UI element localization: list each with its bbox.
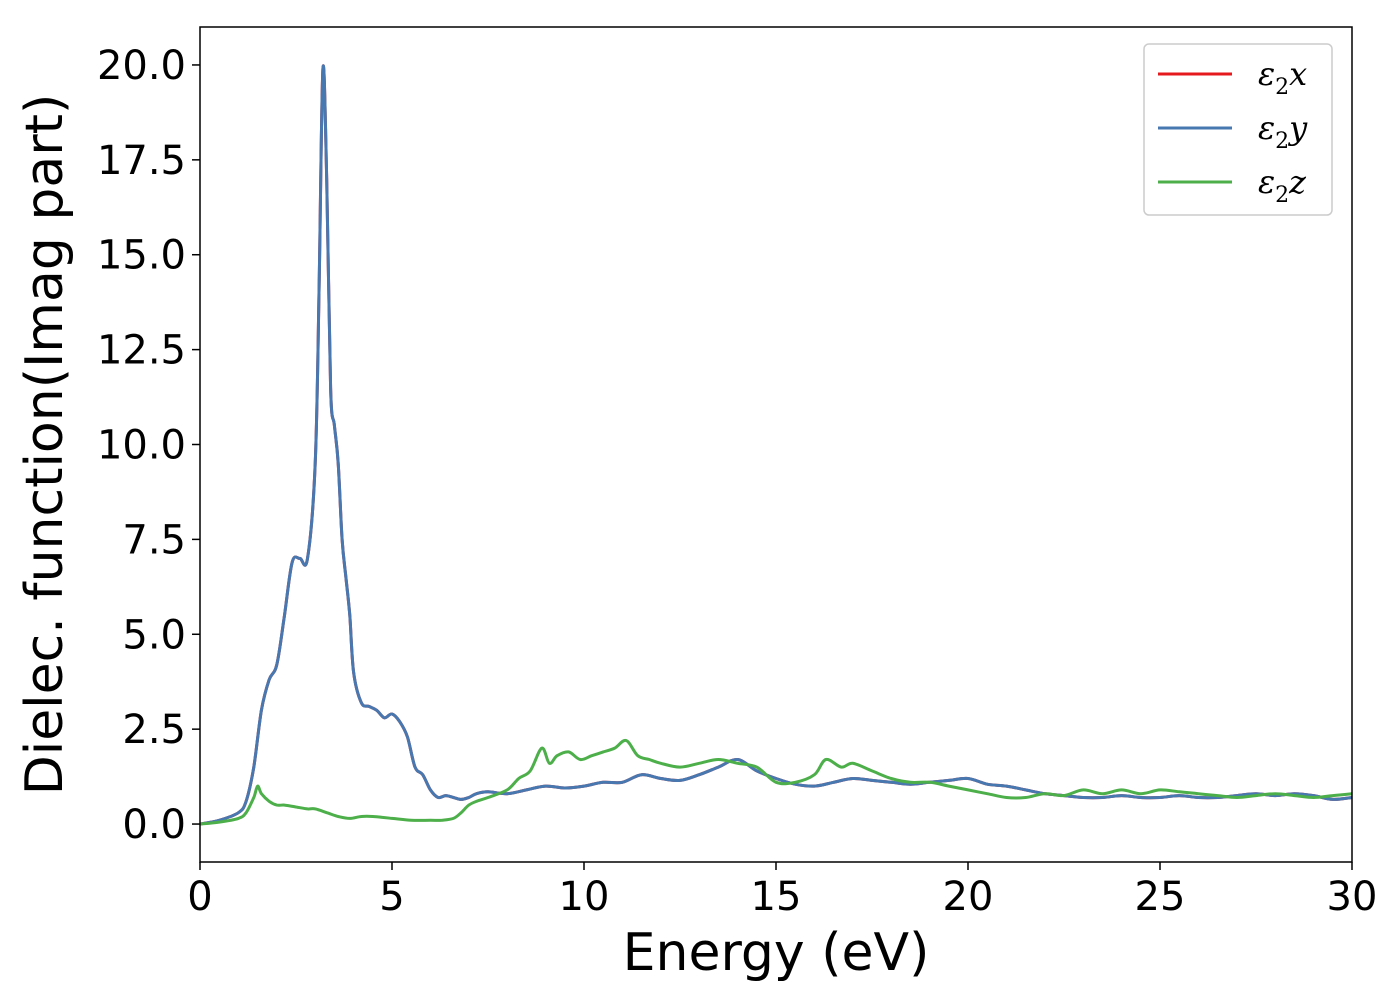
series-line-y xyxy=(200,64,1352,826)
legend-box xyxy=(1143,43,1333,216)
series-line-z xyxy=(200,738,1352,826)
x-tick-label: 5 xyxy=(379,874,404,920)
y-axis-label: Dielec. function(Imag part) xyxy=(15,94,75,796)
legend: ε2x ε2y ε2z xyxy=(1143,43,1333,216)
y-tick-label: 7.5 xyxy=(122,517,186,563)
legend-label-z: ε2z xyxy=(1258,163,1307,208)
x-axis-label: Energy (eV) xyxy=(623,923,930,983)
y-tick-label: 10.0 xyxy=(97,423,186,469)
x-tick-label: 10 xyxy=(559,874,610,920)
legend-label-x: ε2x xyxy=(1258,55,1307,100)
x-tick-label: 25 xyxy=(1135,874,1186,920)
x-tick-label: 20 xyxy=(943,874,994,920)
series-lines xyxy=(200,64,1352,826)
x-tick-label: 30 xyxy=(1327,874,1378,920)
y-tick-label: 15.0 xyxy=(97,233,186,279)
y-tick-label: 12.5 xyxy=(97,328,186,374)
y-tick-label: 17.5 xyxy=(97,138,186,184)
y-tick-label: 20.0 xyxy=(97,43,186,89)
legend-label-y: ε2y xyxy=(1258,109,1308,154)
y-tick-label: 2.5 xyxy=(122,707,186,753)
x-tick-label: 0 xyxy=(187,874,212,920)
y-tick-label: 5.0 xyxy=(122,612,186,658)
x-tick-label: 15 xyxy=(751,874,802,920)
x-axis-ticks: 0 5 10 15 20 25 30 xyxy=(187,862,1377,920)
y-axis-ticks: 0.0 2.5 5.0 7.5 10.0 12.5 15.0 17.5 20.0 xyxy=(97,43,200,848)
y-tick-label: 0.0 xyxy=(122,802,186,848)
